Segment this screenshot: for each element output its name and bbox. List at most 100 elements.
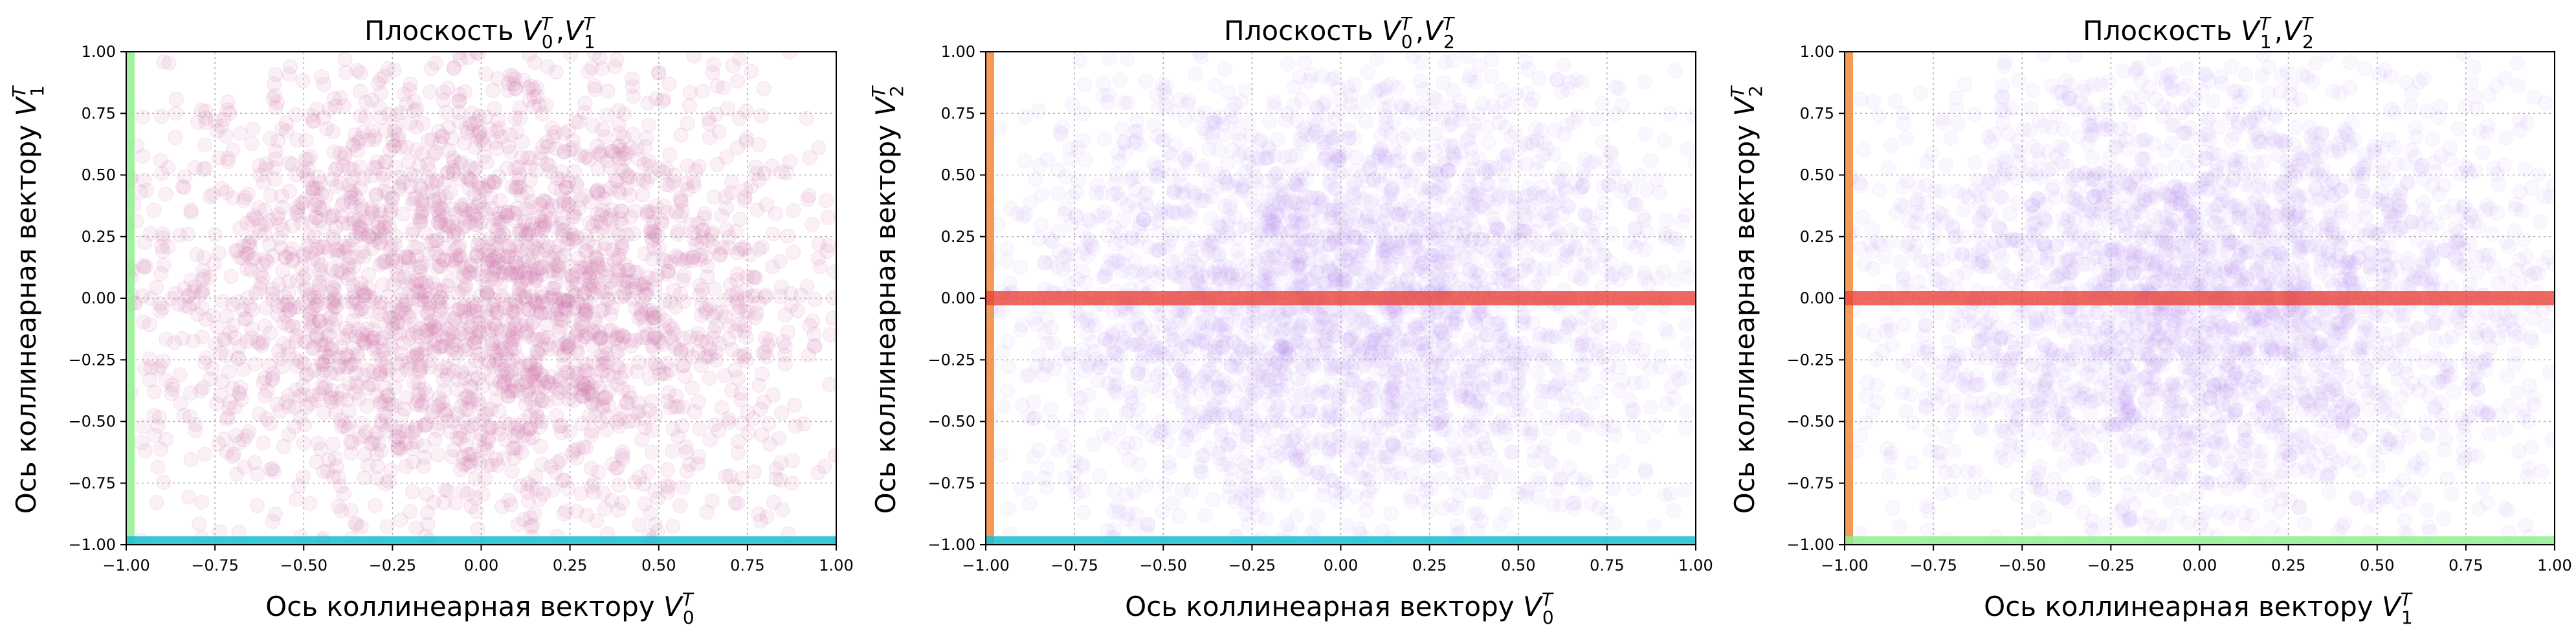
scatter-point [183,386,199,401]
scatter-point [524,478,539,494]
scatter-point [1013,481,1029,497]
scatter-point [322,102,337,117]
scatter-point [696,206,713,222]
scatter-point [412,357,428,373]
scatter-point [1660,325,1676,341]
scatter-point [1496,392,1512,408]
scatter-point [400,422,416,437]
scatter-point [504,179,520,195]
scatter-point [694,235,709,250]
scatter-point [219,411,235,427]
scatter-point [616,146,632,162]
scatter-point [312,274,328,290]
scatter-point [576,377,592,393]
scatter-point [469,248,484,263]
scatter-point [277,289,293,305]
scatter-point [557,196,572,212]
scatter-point [1058,201,1074,217]
scatter-point [992,120,1007,136]
scatter-point [786,397,803,413]
scatter-point [596,486,612,501]
scatter-point [357,470,372,486]
scatter-point [616,129,632,145]
scatter-point [438,482,453,497]
scatter-point [323,366,339,381]
scatter-point [748,310,763,325]
scatter-point [203,371,218,387]
scatter-point [1401,104,1416,120]
scatter-point [1297,462,1313,477]
scatter-point [661,76,677,92]
scatter-point [617,257,633,272]
scatter-point [456,391,472,407]
scatter-point [146,408,162,424]
scatter-point [590,252,605,268]
scatter-point [487,316,502,332]
scatter-point [465,294,481,310]
scatter-point [432,258,447,274]
scatter-point [220,410,236,425]
scatter-point [158,186,173,202]
scatter-point [1649,172,1665,188]
scatter-point [661,147,678,162]
scatter-point [403,360,418,376]
scatter-point [1632,168,1648,184]
scatter-point [533,305,548,320]
scatter-point [340,259,355,276]
scatter-point [420,133,436,149]
scatter-point [478,66,494,82]
scatter-point [704,493,720,509]
scatter-point [575,439,592,455]
scatter-point [612,151,627,166]
scatter-point [254,276,269,291]
scatter-point [1667,272,1683,288]
scatter-point [634,432,650,448]
scatter-point [320,463,335,479]
scatter-point [1583,496,1599,512]
scatter-point [589,270,605,286]
scatter-point [450,227,466,243]
scatter-point [1266,94,1282,109]
chart-title-text: Плоскость [364,15,522,47]
scatter-point [146,202,162,218]
scatter-point [527,507,542,522]
scatter-point [156,257,172,273]
chart-title-sub: 1 [584,31,595,52]
scatter-point [564,269,580,285]
scatter-point [1591,384,1606,400]
scatter-point [801,188,817,203]
scatter-point [1623,194,1638,210]
scatter-point [673,195,689,210]
scatter-point [232,126,248,141]
scatter-point [328,162,344,177]
scatter-point [565,208,581,224]
scatter-point [556,380,572,395]
chart-panel-1: −1.00−1.00−0.75−0.75−0.50−0.50−0.25−0.25… [8,13,854,628]
scatter-point [232,250,248,266]
scatter-point [1575,411,1590,427]
scatter-point [432,249,447,265]
scatter-point [470,237,486,253]
scatter-point [1023,195,1039,210]
scatter-point [505,76,522,92]
scatter-point [576,381,592,397]
scatter-point [636,476,652,492]
scatter-point [1615,454,1631,470]
scatter-point [480,286,495,301]
scatter-point [408,520,424,536]
scatter-point [198,115,214,131]
scatter-point [338,65,353,80]
scatter-point [531,208,547,224]
scatter-point [284,241,300,257]
scatter-point [1016,208,1031,224]
scatter-point [359,424,374,440]
scatter-point [361,132,377,148]
scatter-point [390,132,406,148]
scatter-point [520,358,536,373]
scatter-point [753,513,768,529]
scatter-point [594,283,610,299]
scatter-point [663,254,679,270]
scatter-point [470,198,485,213]
scatter-point [421,170,436,186]
scatter-point [542,305,557,321]
